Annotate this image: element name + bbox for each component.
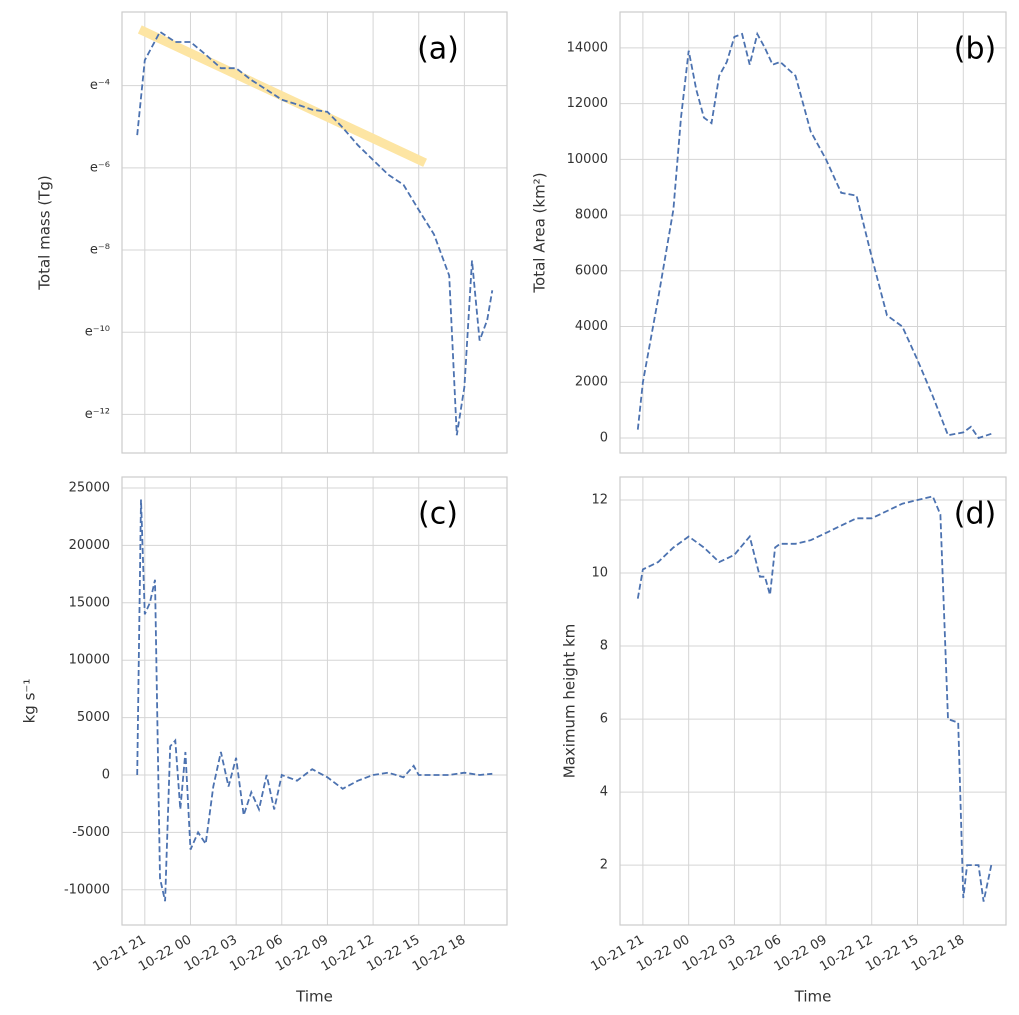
- panel-label: (c): [418, 497, 458, 532]
- fit-line: [137, 25, 428, 167]
- y-tick-label: 10000: [567, 152, 608, 167]
- y-tick-label: 2: [600, 858, 608, 873]
- y-tick-label: 4: [600, 785, 608, 800]
- y-tick-label: 12000: [567, 96, 608, 111]
- y-tick-label: 6000: [575, 263, 608, 278]
- y-tick-label: 4000: [575, 319, 608, 334]
- y-tick-label: 10: [591, 566, 608, 581]
- y-tick-label: 12: [591, 493, 608, 508]
- y-tick-label: 5000: [77, 710, 110, 725]
- y-tick-label: 6: [600, 712, 608, 727]
- y-tick-label: 10000: [69, 653, 110, 668]
- x-tick-label: 10-22 18: [909, 933, 967, 975]
- y-tick-label: 15000: [69, 595, 110, 610]
- panel-label: (d): [954, 497, 996, 532]
- y-tick-label: 8000: [575, 208, 608, 223]
- y-tick-label: 25000: [69, 481, 110, 496]
- x-tick-label: 10-22 18: [410, 933, 468, 975]
- y-tick-label: 2000: [575, 375, 608, 390]
- plot-area: [620, 12, 1006, 453]
- y-tick-label: 20000: [69, 538, 110, 553]
- y-tick-label: e⁻⁴: [90, 78, 110, 93]
- y-tick-label: e⁻¹²: [85, 407, 110, 422]
- y-axis-label: Total Area (km²): [531, 172, 549, 293]
- data-line: [136, 30, 494, 436]
- y-tick-label: 8: [600, 639, 608, 654]
- x-axis-label: Time: [794, 988, 832, 1006]
- y-axis-label: kg s⁻¹: [21, 679, 39, 724]
- y-tick-label: e⁻⁶: [90, 160, 110, 175]
- y-tick-label: 0: [102, 767, 110, 782]
- y-tick-label: -5000: [72, 825, 110, 840]
- y-tick-label: e⁻⁸: [90, 243, 110, 258]
- plot-frame: [121, 11, 508, 454]
- data-line: [636, 495, 993, 902]
- plot-frame: [619, 476, 1007, 926]
- plot-frame: [121, 476, 508, 926]
- panel-label: (a): [417, 32, 459, 67]
- x-axis-label: Time: [295, 988, 333, 1006]
- y-tick-label: -10000: [64, 882, 110, 897]
- panel-label: (b): [954, 32, 996, 67]
- y-tick-label: 0: [600, 430, 608, 445]
- y-axis-label: Maximum height km: [561, 624, 579, 779]
- y-axis-label: Total mass (Tg): [36, 175, 54, 290]
- y-tick-label: 14000: [567, 40, 608, 55]
- plot-area: [122, 12, 507, 453]
- data-line: [136, 499, 493, 902]
- plot-area: [122, 477, 507, 925]
- y-tick-label: e⁻¹⁰: [85, 325, 110, 340]
- plot-frame: [619, 11, 1007, 454]
